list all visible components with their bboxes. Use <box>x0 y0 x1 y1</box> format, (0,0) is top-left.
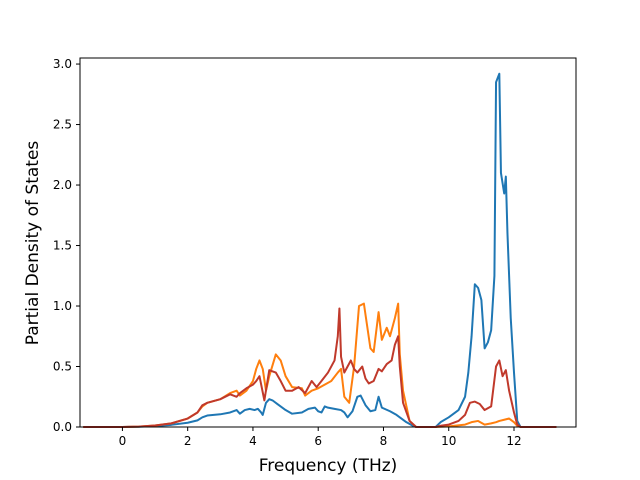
y-tick-label: 2.5 <box>53 118 72 132</box>
axes-frame <box>79 57 577 428</box>
y-tick-label: 2.0 <box>53 178 72 192</box>
tick-layer: 0 2 4 6 8 10 12 0.0 0.5 1.0 1.5 2.0 2.5 3.0 <box>53 57 522 448</box>
x-tick-label: 0 <box>119 434 127 448</box>
x-tick-label: 4 <box>249 434 257 448</box>
x-tick-label: 8 <box>380 434 388 448</box>
y-tick-label: 1.5 <box>53 239 72 253</box>
series-layer <box>83 72 557 428</box>
x-axis-title: Frequency (THz) <box>259 456 398 476</box>
y-tick-label: 0.5 <box>53 360 72 374</box>
series-line-3 <box>83 307 557 428</box>
y-tick-label: 3.0 <box>53 57 72 71</box>
x-tick-label: 6 <box>314 434 322 448</box>
y-tick-label: 0.0 <box>53 420 72 434</box>
x-tick-label: 10 <box>441 434 456 448</box>
x-tick-label: 12 <box>506 434 521 448</box>
x-tick-label: 2 <box>184 434 192 448</box>
y-axis-title: Partial Density of States <box>23 141 43 346</box>
y-tick-label: 1.0 <box>53 299 72 313</box>
series-line-2 <box>83 302 557 428</box>
series-line-1 <box>83 72 557 428</box>
